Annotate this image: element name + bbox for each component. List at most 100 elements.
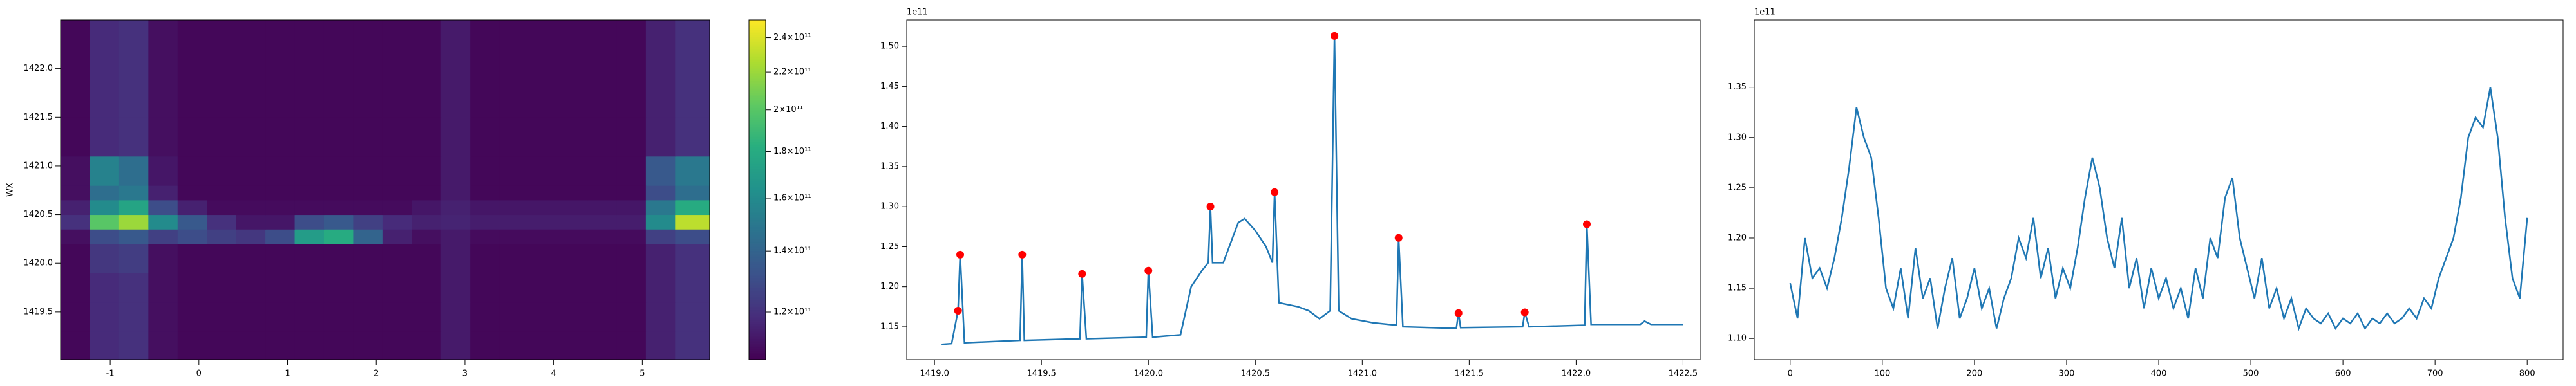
heatmap-cell — [323, 156, 354, 186]
colorbar-segment — [749, 57, 766, 60]
heatmap-cell — [323, 68, 354, 118]
heatmap-cell — [587, 185, 617, 201]
x-tick-label: 1 — [285, 369, 290, 379]
heatmap-cell — [440, 156, 471, 186]
colorbar-segment — [749, 157, 766, 160]
heatmap-cell — [440, 199, 471, 216]
heatmap-cell — [558, 214, 588, 230]
heatmap-cell — [61, 229, 90, 244]
colorbar-segment — [749, 109, 766, 113]
colorbar-segment — [749, 266, 766, 268]
colorbar-segment — [749, 167, 766, 170]
colorbar-segment — [749, 95, 766, 97]
colorbar-segment — [749, 340, 766, 344]
heatmap-cell — [148, 20, 178, 69]
colorbar-segment — [749, 166, 766, 169]
data-line — [941, 35, 1683, 345]
heatmap-cell — [323, 331, 354, 360]
colorbar-segment — [749, 218, 766, 221]
colorbar-segment — [749, 261, 766, 264]
heatmap-cell — [529, 331, 559, 360]
colorbar-segment — [749, 66, 766, 68]
heatmap-cell — [236, 185, 266, 201]
heatmap-cell — [90, 302, 120, 332]
colorbar-segment — [749, 270, 766, 272]
heatmap-cell — [90, 156, 120, 186]
heatmap-cell — [90, 199, 120, 216]
colorbar-segment — [749, 315, 766, 318]
colorbar-segment — [749, 283, 766, 286]
heatmap-cell — [294, 20, 325, 69]
heatmap-cell — [148, 273, 178, 303]
colorbar-segment — [749, 50, 766, 53]
heatmap-cell — [265, 20, 296, 69]
x-tick-label: 600 — [2335, 369, 2351, 379]
peak-marker — [1583, 220, 1591, 228]
heatmap-cell — [265, 273, 296, 303]
heatmap-cell — [353, 68, 383, 118]
heatmap-cell — [353, 243, 383, 273]
heatmap-cell — [529, 243, 559, 273]
y-tick-label: 1.15 — [1728, 284, 1747, 293]
colorbar-segment — [749, 103, 766, 106]
colorbar-segment — [749, 118, 766, 121]
colorbar-segment — [749, 28, 766, 31]
heatmap-cell — [587, 229, 617, 244]
heatmap-cell — [412, 185, 442, 201]
heatmap-cell — [353, 156, 383, 186]
colorbar-segment — [749, 178, 766, 180]
heatmap-cell — [265, 199, 296, 216]
colorbar-segment — [749, 132, 766, 134]
colorbar-segment — [749, 279, 766, 282]
heatmap-cell — [90, 273, 120, 303]
heatmap-cell — [499, 302, 529, 332]
heatmap-cell — [587, 156, 617, 186]
heatmap-cell — [265, 214, 296, 230]
peak-marker — [1331, 32, 1339, 40]
heatmap-cell — [470, 117, 500, 157]
colorbar-segment — [749, 345, 766, 349]
y-tick-label: 1.50 — [880, 42, 899, 51]
heatmap-cell — [499, 214, 529, 230]
x-tick-label: 300 — [2059, 369, 2075, 379]
heatmap-cell — [236, 214, 266, 230]
heatmap-cell — [148, 156, 178, 186]
colorbar-segment — [749, 255, 766, 259]
colorbar-segment — [749, 222, 766, 225]
colorbar-segment — [749, 247, 766, 250]
heatmap-cell — [558, 117, 588, 157]
x-tick-label: 700 — [2427, 369, 2443, 379]
heatmap-cell — [236, 331, 266, 360]
colorbar-segment — [749, 201, 766, 204]
peak-marker — [956, 250, 965, 259]
colorbar-segment — [749, 254, 766, 257]
heatmap-cell — [382, 243, 412, 273]
y-tick-label: 1.40 — [880, 122, 899, 131]
colorbar-segment — [749, 207, 766, 209]
heatmap-cell — [294, 243, 325, 273]
colorbar-segment — [749, 111, 766, 114]
heatmap-cell — [90, 68, 120, 118]
heatmap-cell — [470, 243, 500, 273]
heatmap-cell — [412, 273, 442, 303]
colorbar-segment — [749, 60, 766, 63]
heatmap-cell — [587, 302, 617, 332]
colorbar-tick-label: 1.2×10¹¹ — [773, 307, 811, 317]
heatmap-cell — [440, 214, 471, 230]
colorbar-segment — [749, 227, 766, 230]
heatmap-cell — [470, 185, 500, 201]
heatmap-cell — [382, 185, 412, 201]
colorbar-segment — [749, 47, 766, 50]
heatmap-cell — [323, 117, 354, 157]
colorbar-segment — [749, 152, 766, 155]
colorbar-segment — [749, 135, 766, 138]
colorbar-segment — [749, 264, 766, 267]
heatmap-cell — [207, 20, 237, 69]
colorbar-segment — [749, 183, 766, 185]
colorbar-segment — [749, 208, 766, 211]
heatmap-cell — [323, 20, 354, 69]
axes-frame — [1754, 19, 2564, 360]
heatmap-cell — [177, 156, 207, 186]
heatmap-cell — [529, 273, 559, 303]
colorbar-segment — [749, 172, 766, 175]
